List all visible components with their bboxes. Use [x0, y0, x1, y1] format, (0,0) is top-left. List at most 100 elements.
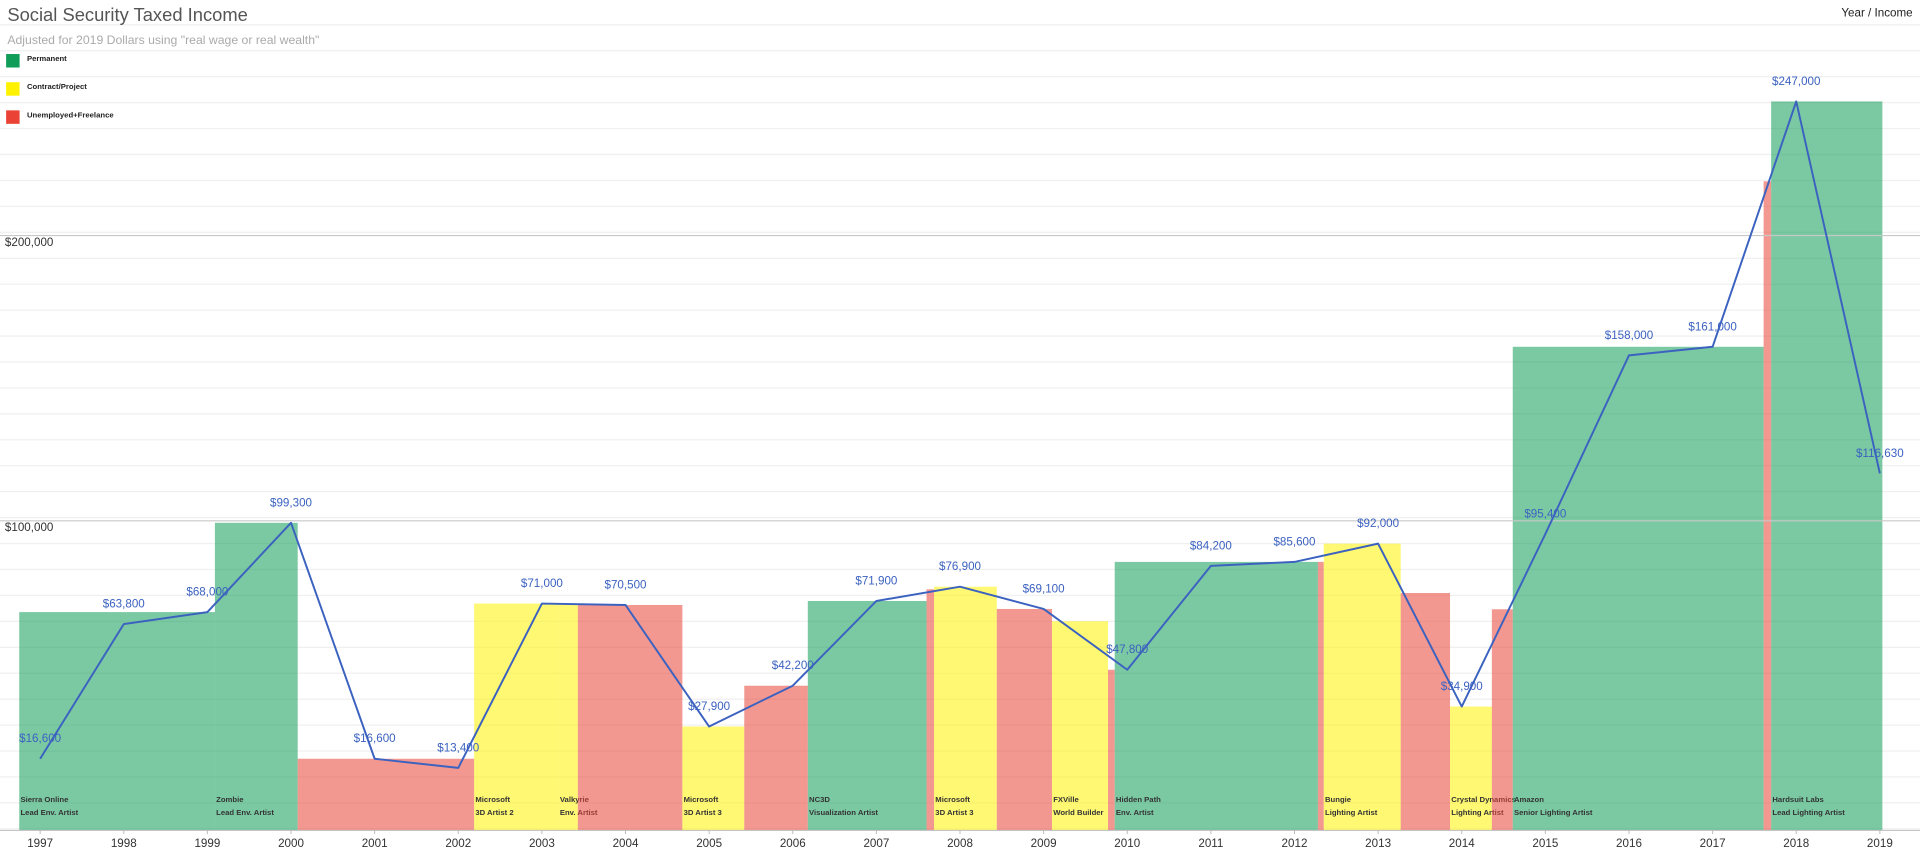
- x-tick-label: 2000: [278, 837, 304, 850]
- block-role: Env. Artist: [1116, 808, 1154, 817]
- block-role: Senior Lighting Artist: [1514, 808, 1593, 817]
- employment-block: [1317, 561, 1324, 831]
- employment-block: [1323, 543, 1401, 831]
- x-tick-label: 2017: [1700, 837, 1726, 850]
- block-company: Valkyrie: [560, 795, 590, 804]
- x-tick-label: 2018: [1783, 837, 1809, 850]
- x-tick-label: 1999: [194, 837, 220, 850]
- block-company: NC3D: [809, 795, 830, 804]
- value-label: $68,000: [186, 586, 229, 599]
- value-label: $92,000: [1357, 517, 1400, 530]
- x-tick-label: 1998: [111, 837, 137, 850]
- employment-block: [1108, 669, 1115, 831]
- value-label: $95,400: [1524, 507, 1567, 520]
- employment-block: [1450, 706, 1492, 831]
- block-company: Zombie: [216, 795, 244, 804]
- x-tick-label: 2012: [1282, 837, 1308, 850]
- x-tick-label: 2010: [1114, 837, 1140, 850]
- employment-block: [19, 612, 215, 831]
- grid: $100,000 $200,000 1997 1998 1999 2000 2001 2002…: [0, 234, 1920, 850]
- value-label: $63,800: [103, 598, 146, 611]
- employment-block: [1491, 609, 1513, 831]
- block-role: World Builder: [1053, 808, 1103, 817]
- x-tick-label: 2003: [529, 837, 555, 850]
- legend: Permanent Contract/Project Unemployed+Free…: [6, 54, 114, 124]
- legend-label: Contract/Project: [27, 82, 87, 91]
- employment-block: [926, 589, 935, 831]
- employment-block: [1114, 561, 1318, 831]
- value-label: $42,200: [772, 659, 815, 672]
- chart-title: Social Security Taxed Income: [7, 4, 247, 25]
- value-label: $76,900: [939, 560, 982, 573]
- block-role: 3D Artist 3: [684, 808, 722, 817]
- value-label: $85,600: [1273, 535, 1316, 548]
- value-label: $27,900: [688, 700, 731, 713]
- x-tick-label: 2019: [1867, 837, 1893, 850]
- block-role: Lead Lighting Artist: [1772, 808, 1845, 817]
- x-tick-label: 2007: [863, 837, 889, 850]
- x-tick-label: 2005: [696, 837, 722, 850]
- block-company: Microsoft: [684, 795, 719, 804]
- x-tick-label: 2002: [445, 837, 471, 850]
- x-tick-label: 2009: [1031, 837, 1057, 850]
- employment-block: [1400, 592, 1451, 831]
- line: [39, 100, 1881, 769]
- value-label: $71,900: [855, 574, 898, 587]
- block-company: Crystal Dynamics: [1451, 795, 1516, 804]
- x-tick-label: 2015: [1532, 837, 1558, 850]
- x-tick-label: 2011: [1198, 837, 1223, 850]
- block-role: Lead Env. Artist: [20, 808, 78, 817]
- value-label: $71,000: [521, 577, 564, 590]
- employment-block: [214, 522, 298, 831]
- axis-label: Year / Income: [1841, 7, 1912, 20]
- block-company: Hidden Path: [1116, 795, 1161, 804]
- value-label: $158,000: [1605, 329, 1654, 342]
- x-tick-label: 2004: [613, 837, 639, 850]
- x-tick-label: 2008: [947, 837, 973, 850]
- employment-block: [577, 604, 683, 831]
- employment-block: [934, 586, 997, 831]
- value-label: $69,100: [1023, 582, 1066, 595]
- block-company: Amazon: [1514, 795, 1544, 804]
- x-tick-label: 2014: [1449, 837, 1475, 850]
- x-tick-label: 2013: [1365, 837, 1391, 850]
- value-label: $34,900: [1441, 680, 1484, 693]
- block-company: Hardsuit Labs: [1772, 795, 1823, 804]
- block-role: Lighting Artist: [1325, 808, 1378, 817]
- legend-swatch: [6, 110, 20, 124]
- employment-block: [996, 608, 1052, 831]
- employment-block: [297, 758, 475, 831]
- y-tick-label: $200,000: [5, 236, 54, 249]
- y-tick-label: $100,000: [5, 521, 54, 534]
- employment-blocks: Sierra Online Lead Env. Artist Zombie Lead …: [19, 101, 1883, 831]
- value-label: $70,500: [604, 578, 647, 591]
- legend-label: Permanent: [27, 54, 67, 63]
- value-label: $116,630: [1856, 447, 1904, 460]
- employment-block: [807, 600, 927, 831]
- block-role: Visualization Artist: [809, 808, 878, 817]
- value-label: $161,000: [1688, 320, 1737, 333]
- employment-block: [682, 726, 745, 831]
- value-label: $13,400: [437, 741, 480, 754]
- value-label: $47,800: [1106, 643, 1149, 656]
- block-company: Sierra Online: [20, 795, 69, 804]
- x-tick-label: 2001: [362, 837, 388, 850]
- value-label: $99,300: [270, 496, 313, 509]
- employment-block: [1763, 181, 1772, 831]
- x-tick-label: 1997: [27, 837, 53, 850]
- block-role: 3D Artist 2: [475, 808, 513, 817]
- series: $16,600 $63,800 $68,000 $99,300 $16,600 $13,4…: [19, 75, 1904, 769]
- legend-label: Unemployed+Freelance: [27, 110, 114, 119]
- employment-block: [1051, 621, 1109, 831]
- employment-block: [744, 685, 808, 831]
- block-company: Microsoft: [935, 795, 970, 804]
- block-company: FXVille: [1053, 795, 1079, 804]
- block-company: Microsoft: [475, 795, 510, 804]
- block-role: Lighting Artist: [1451, 808, 1504, 817]
- value-label: $84,200: [1190, 539, 1233, 552]
- employment-block: [1512, 346, 1764, 831]
- x-tick-label: 2006: [780, 837, 806, 850]
- value-label: $247,000: [1772, 75, 1821, 88]
